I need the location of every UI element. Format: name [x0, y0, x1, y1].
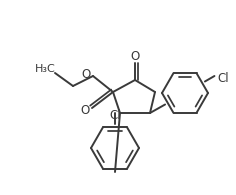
Text: Cl: Cl: [109, 109, 121, 122]
Text: O: O: [80, 105, 90, 118]
Text: O: O: [130, 50, 140, 63]
Text: H₃C: H₃C: [35, 64, 55, 74]
Text: Cl: Cl: [217, 73, 229, 85]
Text: O: O: [81, 68, 91, 82]
